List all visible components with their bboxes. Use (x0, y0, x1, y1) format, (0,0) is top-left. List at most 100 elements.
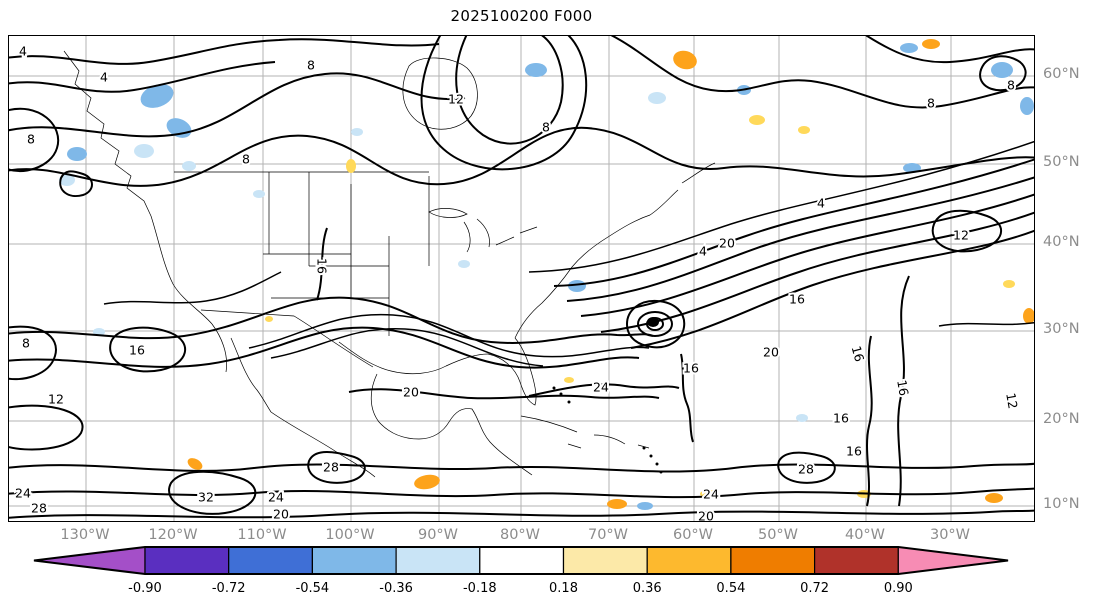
shading-patch (134, 144, 154, 158)
contour-line (9, 325, 57, 381)
contour-label: 28 (323, 460, 339, 475)
contour-label: 8 (22, 336, 30, 351)
shading-patch (1020, 97, 1034, 115)
contour-label: 16 (849, 344, 868, 363)
contour-label: 16 (683, 361, 699, 376)
colorbar-tick-label: -0.90 (128, 581, 162, 596)
contour-line (270, 328, 544, 367)
shading-patch (67, 147, 87, 161)
colorbar-right-arrow (897, 546, 1009, 575)
contour-label: 24 (15, 486, 31, 501)
contour-line (168, 470, 257, 515)
contour-line (600, 211, 1034, 333)
shading-patch (607, 499, 627, 509)
colorbar-tick-label: 0.72 (800, 581, 830, 596)
lat-tick-label: 30°N (1043, 321, 1080, 337)
lon-tick-label: 40°W (844, 527, 886, 543)
contour-line (528, 383, 680, 397)
colorbar-segment (562, 546, 648, 575)
contour-line (610, 36, 1034, 109)
contour-label: 12 (448, 92, 464, 107)
island-dot (552, 386, 556, 390)
contour-line (9, 296, 654, 344)
colorbar-segment (479, 546, 565, 575)
contour-label: 4 (699, 244, 707, 259)
contour-line (938, 321, 1034, 327)
colorbar-tick-label: 0.36 (632, 581, 662, 596)
shading-patch (564, 377, 574, 383)
shading-patch (985, 493, 1003, 503)
contour-label: 12 (953, 228, 969, 243)
contour-label: 28 (31, 501, 47, 516)
coastlines (63, 50, 716, 478)
contour-line (103, 271, 282, 305)
colorbar-tick-label: 0.54 (716, 581, 746, 596)
contour-line (9, 38, 440, 65)
contour-label: 20 (403, 385, 419, 400)
island-dot (567, 400, 571, 404)
contour-label: 16 (789, 292, 805, 307)
coastline (649, 162, 716, 216)
shading-patch (166, 118, 192, 138)
island-dot (655, 462, 659, 466)
plot-title: 2025100200 F000 (450, 7, 593, 25)
contour-line (580, 193, 1034, 317)
shading-patch (346, 159, 356, 173)
shading-patch (637, 502, 653, 510)
colorbar-tick-label: -0.72 (211, 581, 246, 596)
shading-patch (414, 474, 440, 490)
contour-line (979, 55, 1027, 92)
contour-label: 8 (927, 96, 935, 111)
shading-patch (991, 62, 1013, 78)
lat-tick-label: 40°N (1043, 234, 1080, 250)
colorbar-tick-label: -0.18 (462, 581, 497, 596)
contour-label: 24 (268, 490, 284, 505)
coastline (150, 215, 213, 325)
island-dot (559, 392, 563, 396)
contour-line (348, 388, 660, 400)
shading-patch (458, 260, 470, 268)
shading-patch (187, 458, 203, 470)
contour-line (9, 462, 1034, 473)
contour-line (307, 451, 366, 484)
contour-label: 16 (315, 258, 330, 274)
contour-line (630, 229, 1034, 349)
contour-line (680, 353, 694, 443)
colorbar-segment (646, 546, 732, 575)
contour-label: 24 (703, 487, 719, 502)
shading-patch (798, 126, 810, 134)
colorbar-segment (228, 546, 313, 575)
lon-tick-label: 80°W (499, 527, 541, 543)
shading-patch (1003, 280, 1015, 288)
colorbar-left-arrow (33, 546, 146, 575)
lon-tick-label: 110°W (237, 527, 287, 543)
lon-tick-label: 60°W (672, 527, 714, 543)
colorbar (33, 546, 1009, 575)
shading-patch (648, 92, 666, 104)
lon-tick-label: 130°W (60, 527, 110, 543)
contour-label: 20 (273, 507, 289, 522)
shading-patch (568, 280, 586, 292)
shading-patch (922, 39, 940, 49)
contour-line (866, 335, 873, 507)
contour-label: 20 (698, 509, 714, 523)
contour-label: 8 (542, 120, 550, 135)
coastline (514, 214, 651, 339)
coastline (63, 50, 152, 217)
shading-patch (351, 128, 363, 136)
contour-line (897, 275, 910, 507)
lon-tick-label: 70°W (587, 527, 629, 543)
shading-patch (673, 50, 697, 70)
contour-line (109, 326, 187, 373)
colorbar-tick-label: 0.90 (883, 581, 913, 596)
contour-line (931, 209, 1003, 253)
contour-label: 8 (27, 132, 35, 147)
shading-patch (182, 161, 196, 171)
shading-patches (59, 39, 1034, 510)
shading-patch (796, 414, 808, 422)
contour-label: 12 (1003, 392, 1021, 410)
shading-patch (900, 43, 918, 53)
coastline (338, 341, 489, 375)
contour-line (455, 36, 564, 145)
